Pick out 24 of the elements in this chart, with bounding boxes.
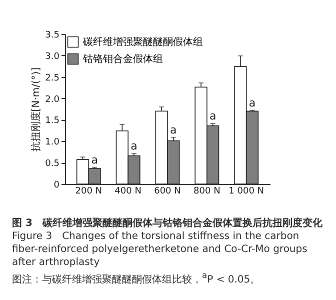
legend-label: 碳纤维增强聚醚醚酮假体组	[82, 36, 203, 48]
x-tick-label: 1 000 N	[228, 186, 264, 196]
data-label: a	[248, 96, 256, 110]
y-axis-title: 抗扭刚度[N·m/(°)]	[30, 67, 42, 152]
y-tick-label: 2.0	[45, 94, 60, 105]
y-tick-label: 1.0	[45, 138, 60, 148]
text: 图注：与碳纤维增强聚醚醚酮假体组比较，$^{a}$P < 0.05。	[12, 269, 262, 286]
data-label: a	[130, 140, 138, 153]
y-tick-label: 0	[54, 180, 60, 190]
x-tick-label: 800 N	[194, 186, 220, 196]
x-tick-label: 400 N	[114, 186, 142, 196]
y-tick-label: 3.5	[45, 30, 60, 40]
text: Figure 3 Changes of the torsional stiffness in the carbon fiber-reinforced polyelgeretherketone and Co-Cr-Mo groups after arthroplasty	[12, 230, 308, 269]
y-tick-label: 1.5	[45, 116, 60, 126]
x-tick-label: 200 N	[75, 186, 102, 196]
data-label: a	[209, 110, 216, 123]
legend-label: 钴铬钼合金假体组	[82, 53, 163, 65]
y-tick-label: 2.5	[45, 73, 60, 84]
y-tick-label: 0.5	[45, 159, 60, 170]
y-tick-label: 3.0	[45, 52, 60, 62]
x-tick-label: 600 N	[154, 186, 181, 196]
data-label: a	[91, 153, 98, 166]
data-label: a	[170, 123, 177, 136]
text: 图 3 碳纤维增强聚醚醚酮假体与钴铬钼合金假体置换后抗扭刚度变化	[12, 217, 324, 230]
